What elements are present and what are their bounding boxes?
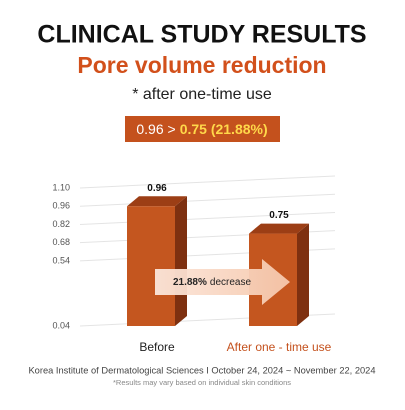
grid-line <box>79 211 336 225</box>
chart-subtitle: Pore volume reduction <box>77 52 326 78</box>
x-tick-label: Before <box>139 340 175 354</box>
badge-after: 0.75 (21.88%) <box>180 121 268 137</box>
plot: 1.10 0.96 0.82 0.68 0.54 0.04 0.96 Before 0.75 Af… <box>52 175 336 354</box>
arrow-label-percent: 21.88% <box>173 277 207 288</box>
y-tick-label: 0.68 <box>52 237 70 247</box>
bar-side <box>175 196 187 326</box>
y-tick-label: 0.04 <box>52 320 70 330</box>
badge-before: 0.96 > <box>136 121 175 137</box>
arrow-label: 21.88% decrease <box>173 277 251 288</box>
source: Korea Institute of Dermatological Scienc… <box>28 365 375 375</box>
x-tick-label: After one - time use <box>227 340 332 354</box>
chart-title: CLINICAL STUDY RESULTS <box>37 21 366 49</box>
bar-side <box>297 223 309 326</box>
y-tick-label: 0.82 <box>52 219 70 229</box>
y-tick-label: 0.96 <box>52 201 70 211</box>
y-tick-label: 0.54 <box>52 255 70 265</box>
decrease-arrow <box>155 259 290 305</box>
grid-line <box>79 175 336 189</box>
arrow-label-text: decrease <box>210 277 252 288</box>
value-label: 0.75 <box>269 210 289 221</box>
grid-line <box>79 193 336 207</box>
bar-top <box>127 196 187 207</box>
value-label: 0.96 <box>147 183 167 194</box>
note: * after one-time use <box>132 86 272 103</box>
badge: 0.96 > 0.75 (21.88%) <box>136 121 267 137</box>
disclaimer: *Results may vary based on individual sk… <box>113 378 291 387</box>
bar-top <box>249 223 309 234</box>
bar <box>127 206 175 326</box>
badge-box <box>125 116 280 142</box>
y-tick-label: 1.10 <box>52 182 70 192</box>
